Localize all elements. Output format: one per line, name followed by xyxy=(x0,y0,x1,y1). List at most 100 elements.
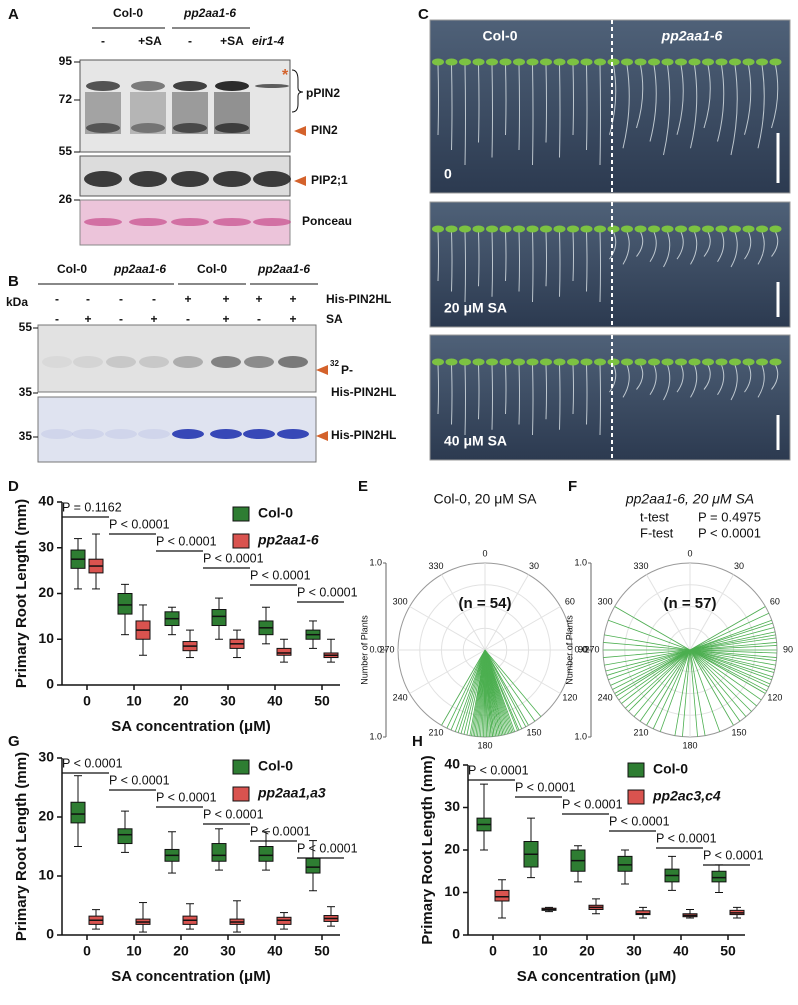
band xyxy=(41,429,73,439)
root-angle xyxy=(463,649,486,735)
theta-label: 180 xyxy=(477,740,492,750)
seedling xyxy=(715,358,728,366)
root xyxy=(491,364,493,430)
root xyxy=(559,364,561,430)
y-tick-label: 0 xyxy=(46,676,54,692)
seedling xyxy=(661,358,674,366)
arrowhead xyxy=(294,176,306,186)
theta-label: 0 xyxy=(482,548,487,558)
spoke xyxy=(441,574,486,651)
chart-title: pp2aa1-6, 20 μM SA xyxy=(625,491,754,507)
root-angle xyxy=(689,649,747,717)
root-angle xyxy=(689,649,775,670)
y-axis-label: Primary Root Length (mm) xyxy=(419,755,436,944)
seedling xyxy=(607,58,620,66)
p-value: P < 0.0001 xyxy=(156,534,217,548)
band xyxy=(171,218,209,226)
genotype: pp2aa1-6 xyxy=(661,28,723,44)
arrowhead xyxy=(316,365,328,375)
seedling xyxy=(742,225,755,233)
y-tick-label: 10 xyxy=(38,867,54,883)
band xyxy=(42,356,72,368)
root xyxy=(663,231,671,268)
root-angle xyxy=(689,649,768,692)
root xyxy=(744,64,752,135)
isotope: 32 xyxy=(330,359,339,368)
theta-label: 300 xyxy=(393,596,408,606)
root-angle xyxy=(603,649,691,658)
x-tick-label: 50 xyxy=(720,943,736,959)
band xyxy=(84,171,122,187)
treatment: 20 μM SA xyxy=(444,300,507,316)
sign: - xyxy=(86,292,90,306)
photo xyxy=(429,19,791,194)
seedling xyxy=(499,58,512,66)
x-tick-label: 30 xyxy=(220,693,236,709)
p-value: P < 0.0001 xyxy=(515,780,576,794)
band xyxy=(210,429,242,439)
root xyxy=(649,64,657,142)
genotype: pp2aa1-6 xyxy=(183,6,236,20)
y-tick-label: 30 xyxy=(38,538,54,554)
theta-label: 240 xyxy=(598,692,613,702)
r-tick-label: 0.0 xyxy=(574,644,587,654)
box xyxy=(276,647,292,656)
row-label: His-PIN2HL xyxy=(326,292,391,306)
root-angle xyxy=(457,649,486,733)
p-value: P < 0.0001 xyxy=(203,551,264,565)
band-label: PIP2;1 xyxy=(311,173,348,187)
root xyxy=(676,64,684,135)
spoke xyxy=(484,574,529,651)
root-angle xyxy=(450,649,486,731)
root-angle xyxy=(610,649,691,686)
photo xyxy=(429,201,791,328)
band xyxy=(255,84,289,88)
x-tick-label: 0 xyxy=(489,943,497,959)
seedling xyxy=(499,225,512,233)
seedling xyxy=(729,225,741,233)
seedling xyxy=(445,225,458,233)
legend-swatch xyxy=(627,762,645,778)
seedling xyxy=(553,225,566,233)
x-tick-label: 20 xyxy=(579,943,595,959)
root-angle xyxy=(604,649,691,666)
x-tick-label: 50 xyxy=(314,943,330,959)
genotype: pp2aa1-6 xyxy=(113,262,166,276)
p-value: P < 0.0001 xyxy=(203,807,264,821)
seedling xyxy=(634,225,647,233)
seedling xyxy=(769,58,782,66)
root-angle xyxy=(689,637,777,651)
seedling xyxy=(607,358,620,366)
seedling xyxy=(675,58,687,66)
box xyxy=(211,609,227,627)
x-tick-label: 40 xyxy=(673,943,689,959)
seedling xyxy=(769,225,782,233)
root-angle xyxy=(689,649,777,654)
root xyxy=(545,64,547,143)
p-value: P < 0.0001 xyxy=(468,763,529,777)
root xyxy=(532,364,534,436)
root-angle xyxy=(628,649,691,712)
seedling xyxy=(634,58,647,66)
theta-label: 150 xyxy=(526,728,541,738)
root-angle xyxy=(689,649,773,678)
x-tick-label: 10 xyxy=(126,693,142,709)
root-angle xyxy=(446,649,486,729)
band xyxy=(243,429,275,439)
root xyxy=(730,64,738,156)
root xyxy=(690,64,698,149)
theta-label: 120 xyxy=(562,692,577,702)
root xyxy=(464,364,466,436)
root-angle xyxy=(689,649,762,701)
sample-size: (n = 57) xyxy=(664,595,717,612)
seedling xyxy=(513,225,525,233)
p-value: P < 0.0001 xyxy=(109,773,170,787)
legend-swatch xyxy=(232,506,250,522)
seedling xyxy=(486,58,498,66)
y-tick-label: 40 xyxy=(444,756,460,772)
root-angle xyxy=(689,649,776,666)
root xyxy=(636,64,644,129)
root-angle xyxy=(689,631,776,651)
arrowhead xyxy=(294,126,306,136)
legend-label: pp2ac3,c4 xyxy=(652,788,721,804)
